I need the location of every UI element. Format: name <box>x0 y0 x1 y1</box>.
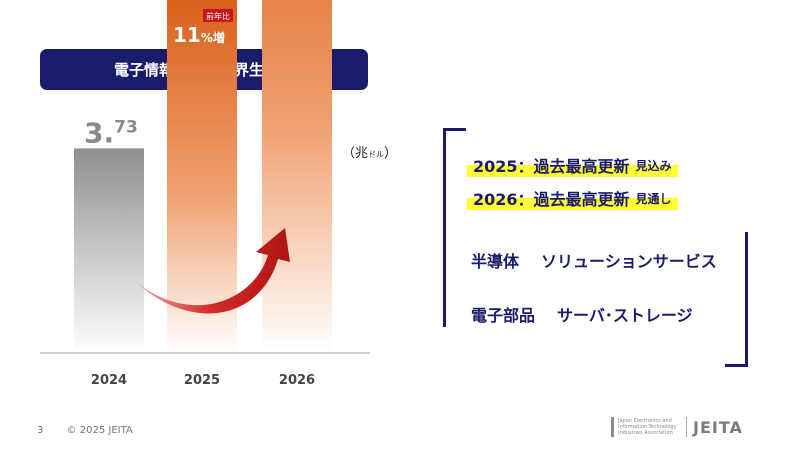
logo-separator <box>686 417 687 437</box>
bar-2025 <box>167 0 237 353</box>
category-label-2024: 2024 <box>91 373 127 388</box>
growth-badge <box>203 8 233 22</box>
bar-2026 <box>262 0 332 353</box>
category-value: サーバ･ストレージ <box>557 306 693 325</box>
category-row-2: 電子部品 サーバ･ストレージ <box>471 302 693 326</box>
copyright: © 2025 JEITA <box>66 425 133 436</box>
value-label-2024: 3.73 <box>84 116 138 149</box>
logo-small-text: Japan Electronics and Information Techno… <box>618 418 677 436</box>
bracket-bottom-right <box>725 232 748 367</box>
highlight-2025: 2025：過去最高更新 見込み <box>467 153 678 177</box>
page-number: 3 <box>37 425 44 436</box>
growth-badge-text: 前年比 <box>206 11 230 21</box>
logo-name: JEITA <box>693 417 743 437</box>
value-label-2025: 4.12 <box>177 0 246 1</box>
highlight-2026: 2026：過去最高更新 見通し <box>467 186 678 210</box>
category-label-2025: 2025 <box>184 373 220 388</box>
bar-2024 <box>74 148 144 353</box>
bracket-top-left <box>443 128 466 327</box>
footer: 3 © 2025 JEITA <box>37 425 133 436</box>
category-value: ソリューションサービス <box>541 252 717 271</box>
jeita-logo: Japan Electronics and Information Techno… <box>611 417 743 437</box>
category-label-2026: 2026 <box>279 373 315 388</box>
growth-arrow <box>130 228 290 314</box>
category-label: 電子部品 <box>471 306 536 325</box>
logo-mark <box>611 417 614 437</box>
category-label: 半導体 <box>471 252 520 271</box>
category-row-1: 半導体 ソリューションサービス <box>471 248 717 272</box>
growth-value: 11%増 <box>173 23 225 47</box>
unit-label: （兆ドル） <box>342 146 398 161</box>
